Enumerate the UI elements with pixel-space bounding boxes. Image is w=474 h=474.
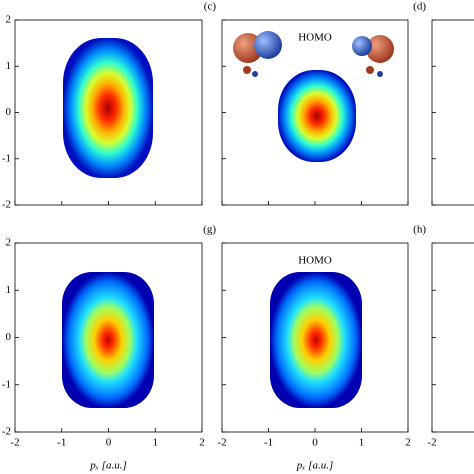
orbital-lobe bbox=[254, 31, 282, 59]
y-tick-label: 1 bbox=[6, 60, 12, 72]
y-tick-label: 2 bbox=[6, 14, 12, 26]
y-tick-label: 0 bbox=[6, 106, 12, 118]
y-tick-label: 1 bbox=[6, 284, 12, 296]
density-map bbox=[270, 272, 362, 408]
x-tick-label: 2 bbox=[199, 437, 205, 449]
x-tick-label: -1 bbox=[264, 437, 273, 449]
panel-label: (d) bbox=[413, 1, 426, 13]
x-tick-label: -2 bbox=[427, 437, 436, 449]
x-axis-label: pₓ [a.u.] bbox=[89, 460, 126, 472]
x-tick-label: -2 bbox=[10, 437, 19, 449]
x-tick-label: 0 bbox=[106, 437, 112, 449]
plot-frame bbox=[431, 242, 474, 433]
orbital-lobe bbox=[377, 71, 383, 77]
orbital-lobe bbox=[352, 36, 372, 56]
x-tick-label: 1 bbox=[153, 437, 159, 449]
plot-frame bbox=[431, 19, 474, 206]
density-map bbox=[63, 38, 153, 178]
x-tick-label: 0 bbox=[312, 437, 318, 449]
orbital-lobe bbox=[243, 66, 251, 74]
panel-label: (c) bbox=[204, 1, 217, 13]
orbital-lobe bbox=[366, 66, 374, 74]
density-map bbox=[62, 272, 154, 408]
x-axis-label: pₓ [a.u.] bbox=[296, 460, 333, 472]
panel-label: (g) bbox=[203, 224, 216, 236]
y-tick-label: -1 bbox=[2, 378, 11, 390]
x-tick-label: 2 bbox=[405, 437, 411, 449]
x-tick-label: -2 bbox=[217, 437, 226, 449]
x-tick-label: -1 bbox=[57, 437, 66, 449]
y-tick-label: -2 bbox=[2, 199, 11, 211]
panel-annotation: HOMO bbox=[298, 255, 332, 267]
y-tick-label: -2 bbox=[2, 426, 11, 438]
y-tick-label: 2 bbox=[6, 237, 12, 249]
density-maps bbox=[62, 38, 362, 408]
density-map bbox=[278, 70, 356, 162]
y-tick-label: 0 bbox=[6, 331, 12, 343]
panel-annotation: HOMO bbox=[298, 32, 332, 44]
x-tick-label: 1 bbox=[359, 437, 365, 449]
y-tick-label: -1 bbox=[2, 152, 11, 164]
orbital-lobe bbox=[252, 71, 258, 77]
panel-label: (h) bbox=[413, 224, 426, 236]
orbital-icons bbox=[233, 31, 394, 77]
orbital-lobe bbox=[366, 35, 394, 63]
